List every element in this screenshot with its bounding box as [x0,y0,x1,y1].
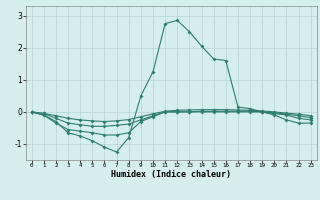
X-axis label: Humidex (Indice chaleur): Humidex (Indice chaleur) [111,170,231,179]
